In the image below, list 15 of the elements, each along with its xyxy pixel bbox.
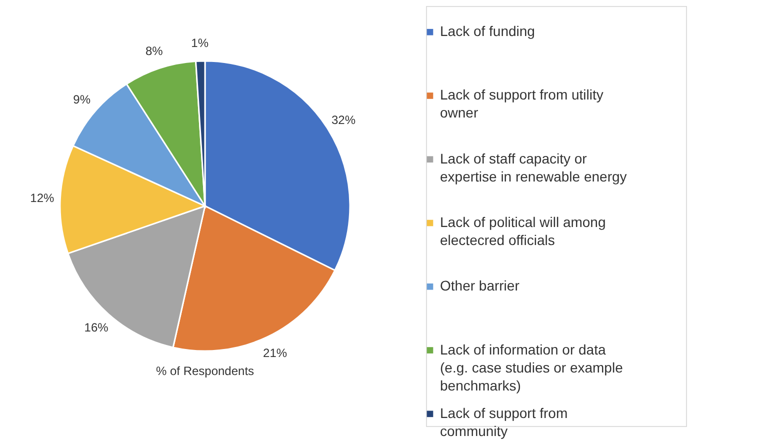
legend-label: Lack of political will among electecred officials [440, 214, 606, 248]
data-label: 32% [331, 113, 356, 128]
legend-label: Other barrier [440, 278, 520, 294]
data-label: 1% [191, 36, 209, 50]
data-label: 12% [30, 191, 55, 206]
data-label: 8% [145, 44, 164, 58]
legend-label: Lack of staff capacity or expertise in renewable energy [440, 150, 627, 184]
legend-label: Lack of support from utility owner [440, 86, 604, 121]
text: % of Respondents [156, 364, 254, 378]
legend-label: Lack of funding [440, 23, 535, 40]
legend-label: Lack of information or data (e.g. case studies or example benchmarks) [440, 341, 624, 394]
data-label: 16% [84, 320, 109, 334]
data-label: 21% [263, 346, 288, 360]
data-label: 9% [73, 92, 91, 106]
legend-label: Lack of support from community [440, 404, 568, 439]
